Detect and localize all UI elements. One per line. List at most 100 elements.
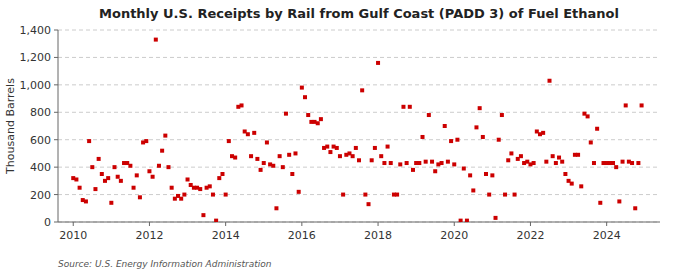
tick-label: 2016: [288, 229, 316, 242]
point: [170, 186, 174, 190]
tick-mark: [225, 222, 226, 226]
point: [490, 173, 494, 177]
tick-mark: [454, 222, 455, 226]
tick-label: 800: [30, 106, 51, 119]
tick-mark: [149, 222, 150, 226]
point: [224, 193, 228, 197]
point: [484, 172, 488, 176]
tick-label: 1,200: [20, 51, 52, 64]
point: [217, 176, 221, 180]
grid-line: [58, 57, 660, 58]
point: [624, 103, 628, 107]
point: [401, 105, 405, 109]
point: [274, 206, 278, 210]
point: [147, 169, 151, 173]
point: [478, 106, 482, 110]
point: [328, 150, 332, 154]
point: [405, 161, 409, 165]
point: [265, 140, 269, 144]
point: [262, 161, 266, 165]
point: [586, 114, 590, 118]
point: [481, 135, 485, 139]
point: [135, 173, 139, 177]
point: [293, 151, 297, 155]
point: [246, 132, 250, 136]
point: [186, 177, 190, 181]
point: [440, 161, 444, 165]
tick-label: 1,400: [20, 24, 52, 37]
point: [379, 154, 383, 158]
point: [74, 177, 78, 181]
point: [284, 112, 288, 116]
point: [513, 193, 517, 197]
point: [376, 61, 380, 65]
tick-mark: [54, 84, 58, 85]
grid-line: [58, 139, 660, 140]
point: [563, 172, 567, 176]
point: [87, 139, 91, 143]
point: [335, 146, 339, 150]
tick-label: 2010: [59, 229, 87, 242]
point: [630, 161, 634, 165]
point: [198, 187, 202, 191]
point: [370, 158, 374, 162]
point: [259, 168, 263, 172]
point: [532, 161, 536, 165]
point: [208, 184, 212, 188]
tick-label: 1,000: [20, 79, 52, 92]
point: [421, 135, 425, 139]
point: [519, 154, 523, 158]
point: [109, 201, 113, 205]
grid-line: [58, 194, 660, 195]
point: [373, 146, 377, 150]
point: [157, 164, 161, 168]
point: [78, 186, 82, 190]
tick-mark: [54, 57, 58, 58]
point: [468, 173, 472, 177]
point: [509, 151, 513, 155]
point: [579, 184, 583, 188]
point: [621, 160, 625, 164]
point: [398, 162, 402, 166]
point: [278, 154, 282, 158]
chart: Monthly U.S. Receipts by Rail from Gulf …: [0, 0, 675, 275]
point: [179, 197, 183, 201]
point: [541, 131, 545, 135]
point: [84, 199, 88, 203]
point: [341, 193, 345, 197]
point: [471, 188, 475, 192]
point: [503, 193, 507, 197]
point: [636, 161, 640, 165]
point: [433, 169, 437, 173]
grid-line: [58, 84, 660, 85]
point: [595, 127, 599, 131]
point: [465, 219, 469, 222]
tick-mark: [378, 222, 379, 226]
point: [116, 175, 120, 179]
point: [446, 160, 450, 164]
point: [617, 199, 621, 203]
tick-label: 600: [30, 134, 51, 147]
point: [427, 113, 431, 117]
point: [351, 154, 355, 158]
point: [214, 219, 218, 222]
point: [297, 190, 301, 194]
tick-label: 2012: [135, 229, 163, 242]
point: [382, 161, 386, 165]
point: [97, 157, 101, 161]
point: [233, 156, 237, 160]
tick-mark: [54, 194, 58, 195]
point: [154, 38, 158, 42]
point: [386, 145, 390, 149]
point: [551, 154, 555, 158]
point: [290, 172, 294, 176]
source: Source: U.S. Energy Information Administ…: [58, 259, 272, 269]
point: [506, 158, 510, 162]
point: [611, 161, 615, 165]
point: [249, 154, 253, 158]
point: [106, 176, 110, 180]
axis-label: Thousand Barrels: [4, 78, 17, 175]
tick-mark: [54, 222, 58, 223]
tick-mark: [54, 139, 58, 140]
point: [93, 187, 97, 191]
